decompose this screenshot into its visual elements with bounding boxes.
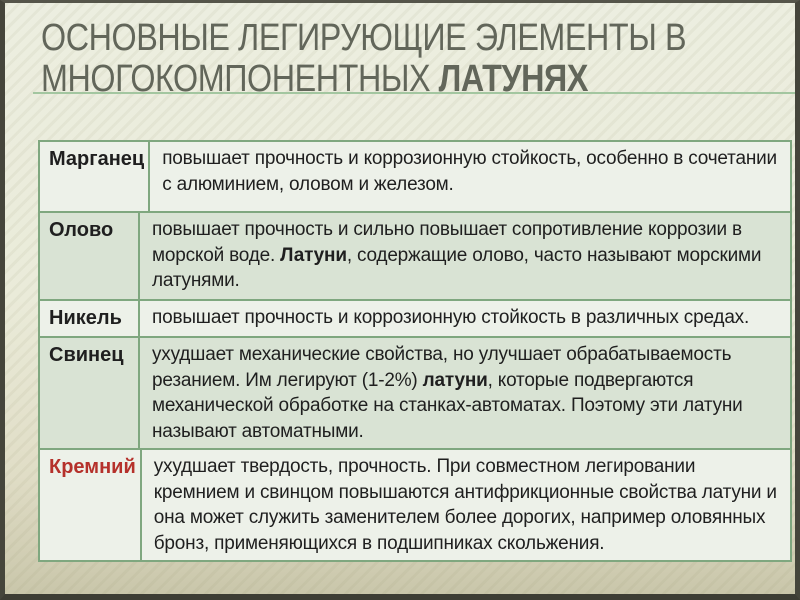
description-segment: , которые подвергаются механической обра…	[152, 369, 743, 442]
element-description-cell: ухудшает твердость, прочность. При совме…	[142, 450, 790, 560]
description-bold-segment: Латуни	[280, 244, 347, 266]
page-title: ОСНОВНЫЕ ЛЕГИРУЮЩИЕ ЭЛЕМЕНТЫ В МНОГОКОМП…	[41, 17, 795, 100]
element-name-cell: Марганец	[40, 142, 151, 211]
table-row: Свинец ухудшает механические свойства, но…	[40, 338, 790, 450]
element-description-cell: повышает прочность и коррозионную стойко…	[150, 142, 790, 211]
description-segment: повышает прочность и коррозионную стойко…	[152, 307, 750, 328]
table-row: Кремний ухудшает твердость, прочность. Пр…	[40, 450, 790, 560]
title-underline-accent	[33, 92, 795, 94]
element-name-cell: Никель	[40, 301, 140, 336]
page-title-line2: МНОГОКОМПОНЕНТНЫХ ЛАТУНЯХ	[41, 58, 589, 100]
alloying-elements-table: Марганец повышает прочность и коррозионну…	[38, 140, 792, 562]
element-name-cell: Свинец	[40, 338, 140, 448]
element-name-cell: Олово	[40, 213, 140, 299]
description-bold-segment: латуни	[422, 369, 488, 391]
description-segment: повышает прочность и сильно повышает соп…	[152, 219, 742, 266]
page-title-line1: ОСНОВНЫЕ ЛЕГИРУЮЩИЕ ЭЛЕМЕНТЫ В	[41, 17, 687, 59]
description-segment: , содержащие олово, часто называют морск…	[152, 244, 762, 292]
description-segment: ухудшает твердость, прочность. При совме…	[153, 456, 777, 554]
description-segment: ухудшает механические свойства, но улучш…	[152, 344, 732, 391]
page-title-emphasis: ЛАТУНЯХ	[438, 58, 589, 100]
element-description-cell: повышает прочность и сильно повышает соп…	[140, 213, 790, 299]
description-segment: повышает прочность и коррозионную стойко…	[162, 148, 777, 195]
element-description-cell: повышает прочность и коррозионную стойко…	[140, 301, 790, 336]
element-description-cell: ухудшает механические свойства, но улучш…	[140, 338, 790, 448]
table-row: Олово повышает прочность и сильно повышае…	[40, 213, 790, 301]
table-row: Никель повышает прочность и коррозионную …	[40, 301, 790, 338]
table-row: Марганец повышает прочность и коррозионну…	[40, 142, 790, 213]
element-name-cell: Кремний	[40, 450, 142, 560]
